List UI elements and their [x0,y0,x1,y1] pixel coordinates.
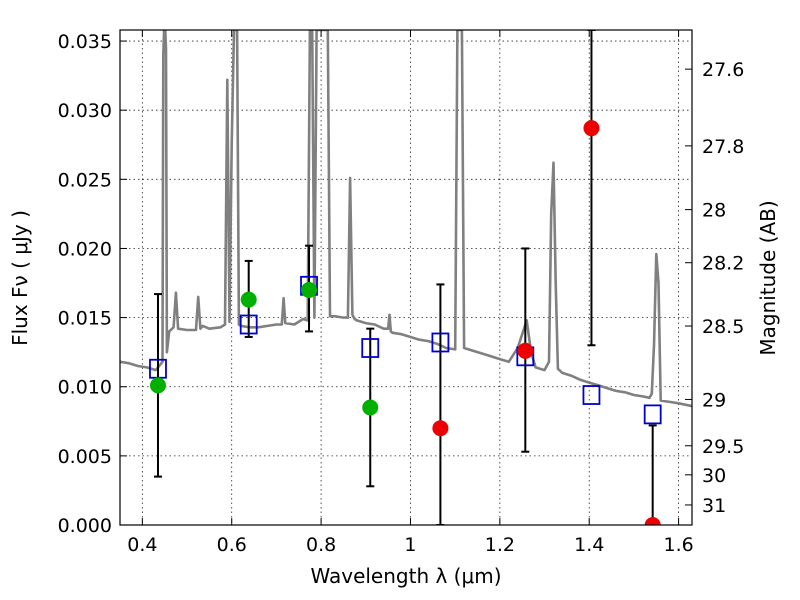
grid [120,30,692,526]
y-tick-label: 0.005 [58,446,112,468]
upper-limit-point [517,342,534,359]
y-tick-label: 0.030 [58,100,112,122]
x-tick-label: 0.6 [217,534,247,556]
model-photometry-square [431,332,450,353]
y-tick-label: 0.020 [58,238,112,260]
y2-tick-label: 28.2 [702,253,744,275]
upper-limit-point [432,420,449,437]
detection-point [301,281,318,298]
model-spectrum-line [120,30,692,408]
x-tick-label: 1.6 [663,534,693,556]
x-tick-label: 1.2 [485,534,515,556]
y-tick-label: 0.025 [58,169,112,191]
y2-tick-label: 31 [702,495,726,517]
y2-tick-label: 27.8 [702,136,744,158]
y-tick-label: 0.015 [58,308,112,330]
model-photometry-square [582,385,601,405]
y-axis-title: Flux Fν ( μJy ) [8,210,32,346]
model-photometry-square [239,314,258,335]
y-tick-label: 0.000 [58,515,112,537]
model-photometry-square [361,338,380,358]
x-tick-label: 1.4 [574,534,604,556]
y2-tick-label: 28.5 [702,316,744,338]
y2-axis-title: Magnitude (AB) [756,200,780,355]
model-photometry-square [643,404,662,425]
tick-labels: 0.4 0.6 0.8 1 1.2 1.4 1.6 0.000 0.005 0.010 0.015 0… [58,31,745,556]
y2-tick-label: 27.6 [702,59,744,81]
y-tick-label: 0.010 [58,377,112,399]
x-tick-label: 0.8 [306,534,336,556]
x-axis-title: Wavelength λ (μm) [310,564,501,588]
detection-point [240,291,257,308]
y2-tick-label: 28 [702,200,726,222]
plot-frame [119,29,693,526]
y2-tick-label: 29 [702,389,726,411]
x-tick-label: 0.4 [127,534,157,556]
y2-tick-label: 29.5 [702,436,744,458]
plot-area [120,30,692,525]
y-tick-label: 0.035 [58,31,112,53]
y2-tick-label: 30 [702,465,726,487]
x-tick-label: 1 [404,534,416,556]
detection-point [149,377,166,394]
upper-limit-point [644,517,661,525]
detection-point [362,399,379,416]
ticks [120,30,692,526]
upper-limit-point [583,120,600,137]
